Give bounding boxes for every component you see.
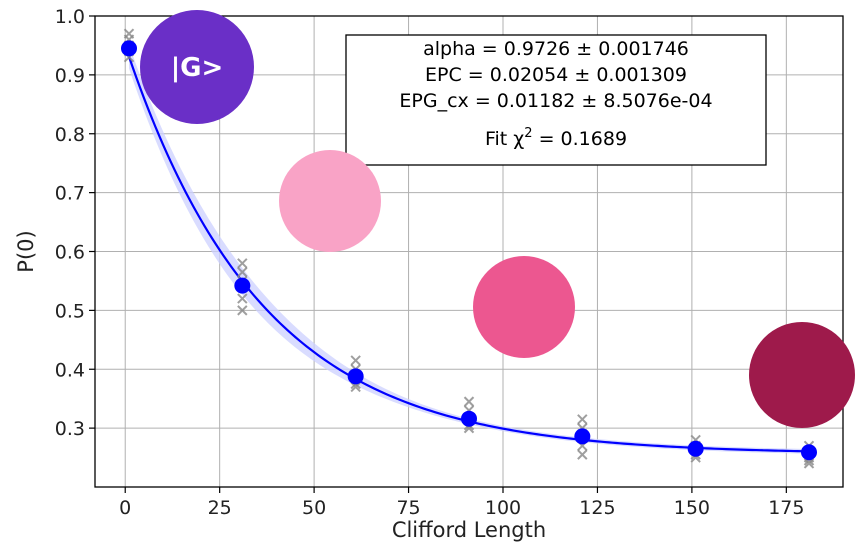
raw-sample-marker [578,450,587,459]
raw-sample-marker [238,259,247,268]
x-tick-label: 175 [768,497,804,519]
raw-sample-marker [238,294,247,303]
rose-circle [473,256,575,358]
y-tick-label: 1.0 [55,6,85,28]
x-tick-label: 100 [485,497,521,519]
annotation-chi2-value: = 0.1689 [533,128,627,150]
x-tick-label: 125 [579,497,615,519]
annotation-chi2-prefix: Fit χ [485,128,524,150]
annotation-epg-cx: EPG_cx = 0.01182 ± 8.5076e-04 [399,90,712,112]
y-tick-label: 0.9 [55,65,85,87]
annotation-chi2: Fit χ2 = 0.1689 [485,126,627,150]
y-tick-label: 0.8 [55,124,85,146]
raw-sample-marker [578,415,587,424]
x-tick-label: 150 [674,497,710,519]
pink-circle [279,150,381,252]
x-tick-label: 75 [396,497,420,519]
x-tick-label: 25 [208,497,232,519]
mean-point [801,444,817,460]
mean-point [348,368,364,384]
annotation-chi2-sup: 2 [524,126,532,141]
mean-point [121,40,137,56]
x-tick-label: 0 [119,497,131,519]
x-axis-label: Clifford Length [392,518,546,542]
y-tick-label: 0.4 [55,359,85,381]
y-axis-label: P(0) [14,230,38,272]
annotation-epc: EPC = 0.02054 ± 0.001309 [425,64,687,86]
logo-text: |G> [171,53,224,83]
mean-point [461,411,477,427]
raw-sample-marker [351,356,360,365]
y-ticks: 0.3 0.4 0.5 0.6 0.7 0.8 0.9 1.0 [55,6,95,440]
y-tick-label: 0.6 [55,242,85,264]
mean-point [688,441,704,457]
y-tick-label: 0.7 [55,183,85,205]
raw-sample-marker [465,397,474,406]
maroon-circle [749,322,855,428]
fit-annotation-box: alpha = 0.9726 ± 0.001746 EPC = 0.02054 … [346,35,766,165]
y-tick-label: 0.3 [55,418,85,440]
mean-point [574,428,590,444]
mean-point [234,278,250,294]
y-tick-label: 0.5 [55,300,85,322]
x-tick-label: 50 [302,497,326,519]
annotation-alpha: alpha = 0.9726 ± 0.001746 [423,38,689,60]
x-ticks: 0 25 50 75 100 125 150 175 [119,487,804,519]
